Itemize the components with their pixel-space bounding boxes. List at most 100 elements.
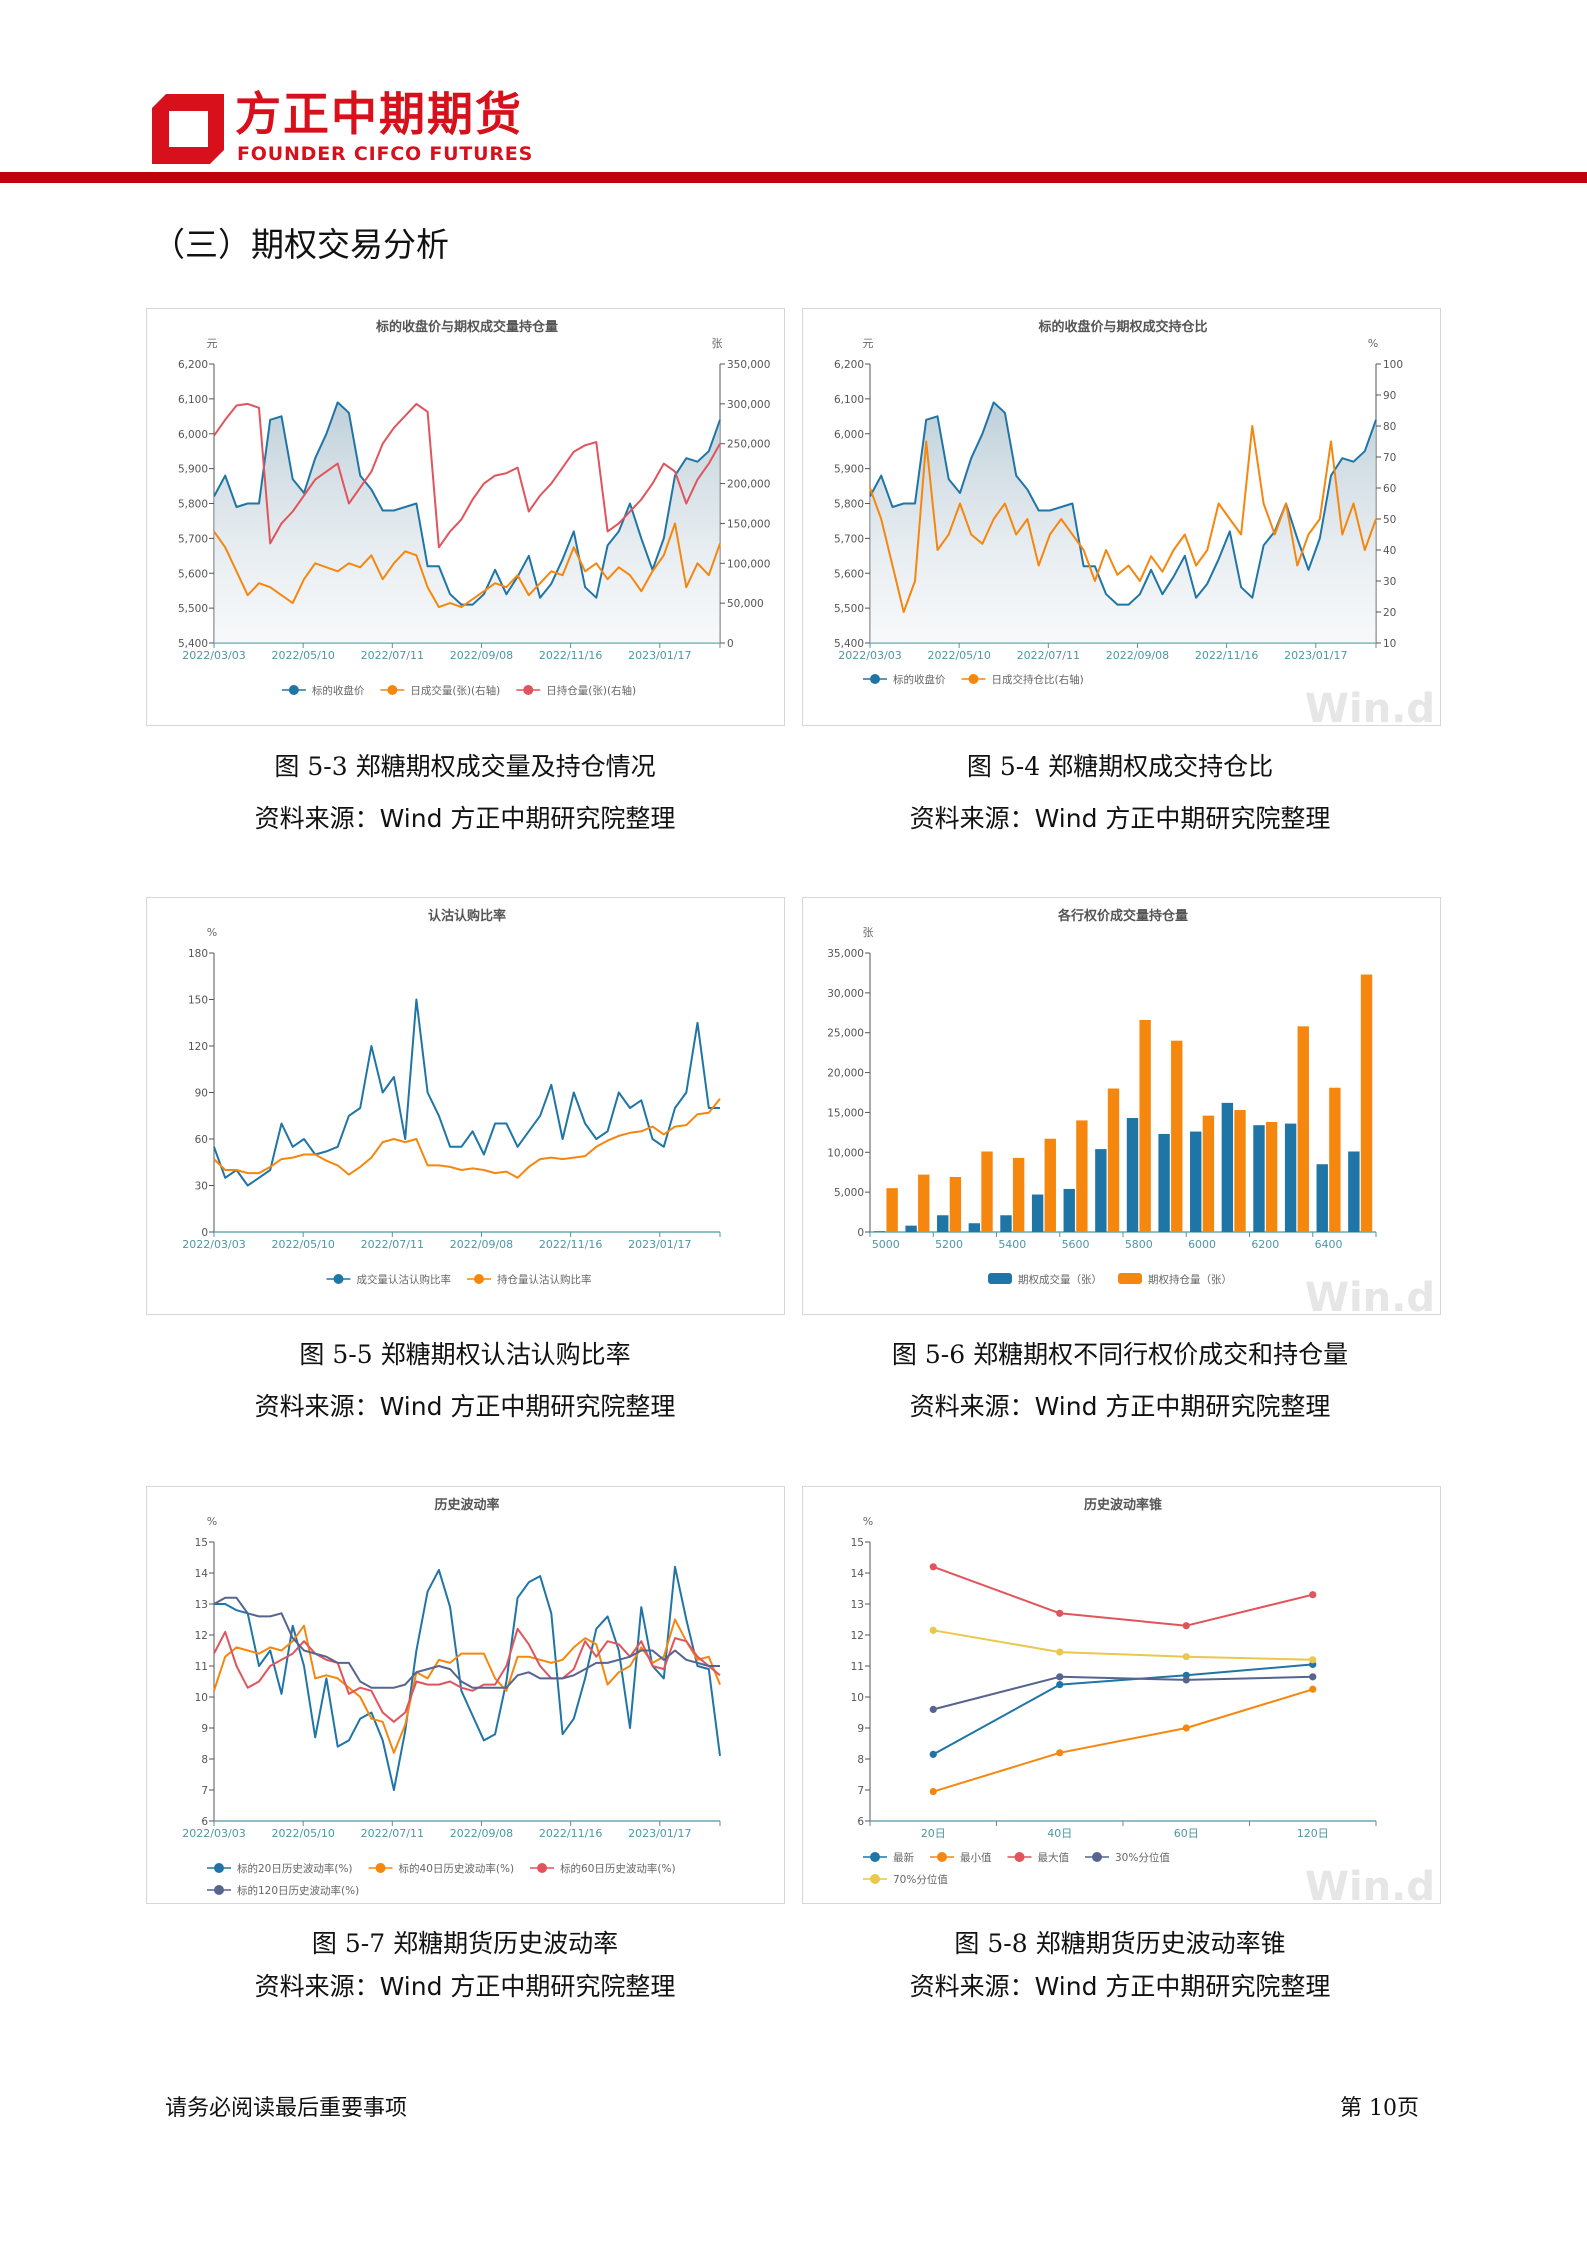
y-tick-label-left: 35,000 [827,948,864,960]
bar-open-interest [918,1174,930,1232]
y-axis-unit-left: % [207,926,217,939]
y-tick-label-right: 30 [1383,576,1396,588]
y-tick-label-right: 150,000 [727,518,770,530]
legend-marker [214,1885,224,1895]
x-tick-label: 5600 [1062,1238,1090,1251]
y-tick-label-left: 5,800 [834,499,864,511]
figure-caption: 图 5-6 郑糖期权不同行权价成交和持仓量 [891,1340,1349,1369]
source-suffix: 方正中期研究院整理 [442,1392,676,1421]
y-tick-label-left: 15 [851,1537,864,1549]
x-tick-label: 5800 [1125,1238,1153,1251]
data-point [1309,1656,1317,1664]
data-point [929,1787,937,1796]
legend-label: 标的20日历史波动率(%) [237,1862,353,1875]
y-tick-label-left: 20,000 [827,1068,864,1080]
wind-watermark: Win.d [1305,686,1435,725]
bar-open-interest [1360,974,1373,1232]
bar-open-interest [1139,1019,1151,1232]
data-point [929,1750,937,1758]
y-tick-label-right: 350,000 [727,359,770,371]
logo-english-name: FOUNDER CIFCO FUTURES [237,143,534,165]
y-tick-label-left: 5,600 [178,568,208,580]
y-tick-label-left: 8 [201,1754,208,1766]
y-tick-label-right: 50,000 [727,598,764,610]
y-tick-label-left: 5,400 [178,638,208,650]
data-point [929,1626,937,1634]
logo-chinese-name: 方正中期期货 [235,87,523,141]
y-tick-label-left: 6,200 [834,359,864,371]
series-area [870,402,1376,643]
x-tick-label: 6000 [1188,1238,1216,1251]
source-prefix: 资料来源： [909,1392,1035,1421]
y-tick-label-left: 5,500 [178,603,208,615]
legend-label: 标的60日历史波动率(%) [560,1862,676,1875]
y-tick-label-left: 14 [851,1568,865,1580]
page-number: 第 10页 [1340,2096,1419,2121]
x-tick-label: 2022/11/16 [539,1238,602,1251]
y-tick-label-left: 7 [857,1785,864,1797]
source-suffix: 方正中期研究院整理 [1097,1392,1331,1421]
data-point [1182,1676,1190,1684]
section-title: （三）期权交易分析 [152,225,449,264]
legend-marker [537,1863,548,1873]
series-line [869,401,1377,606]
legend-marker [870,1874,880,1884]
x-tick-label: 2023/01/17 [628,649,691,662]
legend-label: 最新 [893,1851,914,1864]
source-name: Wind [379,804,443,833]
chart-figure-5-7: 历史波动率% 6 7 8 9 10 11 12 13 14 15 2022/03/03 2022/05/… [146,1486,785,1904]
y-tick-label-left: 14 [195,1568,209,1580]
data-point [1182,1724,1190,1732]
legend-marker [870,1852,880,1862]
data-point [929,1563,937,1571]
source-suffix: 方正中期研究院整理 [442,804,676,833]
bar-open-interest [886,1188,898,1232]
x-tick-label: 2022/07/11 [1017,649,1080,662]
y-tick-label-right: 0 [727,638,734,650]
figure-caption: 图 5-8 郑糖期货历史波动率锥 [954,1929,1286,1958]
x-tick-label: 2022/11/16 [539,649,602,662]
bar-volume [1221,1102,1234,1232]
y-tick-label-right: 90 [1383,390,1396,402]
y-tick-label-left: 13 [195,1599,208,1611]
y-tick-label-right: 100,000 [727,558,770,570]
y-axis-unit-right: 张 [712,337,723,350]
legend-marker [333,1274,344,1284]
data-point [1056,1648,1064,1656]
data-point [1056,1609,1064,1617]
legend-marker [870,674,880,684]
x-tick-label: 2022/09/08 [450,649,513,662]
legend-marker [1118,1273,1142,1284]
y-tick-label-right: 60 [1383,483,1396,495]
bar-open-interest [949,1176,962,1232]
series-line [213,1618,721,1754]
series-line [213,1627,721,1723]
header-divider [0,172,1587,183]
figure-source: 资料来源：Wind 方正中期研究院整理 [800,1972,1440,2002]
y-axis-unit-right: % [1368,337,1378,350]
bar-volume [1063,1188,1075,1232]
x-tick-label: 2022/03/03 [838,649,901,662]
figure-source: 资料来源：Wind 方正中期研究院整理 [800,804,1440,834]
legend-label: 30%分位值 [1115,1851,1170,1864]
y-tick-label-left: 60 [195,1134,208,1146]
data-point [1309,1673,1317,1681]
x-tick-label: 60日 [1174,1827,1199,1840]
y-tick-label-left: 6 [201,1816,208,1828]
series-line [214,1565,721,1791]
y-tick-label-left: 0 [857,1227,864,1239]
y-tick-label-left: 5,900 [178,464,208,476]
series-line [213,1098,721,1179]
x-tick-label: 2023/01/17 [1284,649,1347,662]
bar-open-interest [1202,1115,1215,1232]
chart-figure-5-6: Win.d 各行权价成交量持仓量张 0 5,000 10,000 15,000 20,000… [802,897,1441,1315]
legend-marker [968,674,979,684]
y-tick-label-right: 200,000 [727,479,770,491]
legend-marker [375,1863,386,1873]
series-line [869,425,1377,613]
bar-open-interest [1265,1121,1278,1232]
data-point [929,1705,937,1713]
data-point [1309,1685,1317,1693]
